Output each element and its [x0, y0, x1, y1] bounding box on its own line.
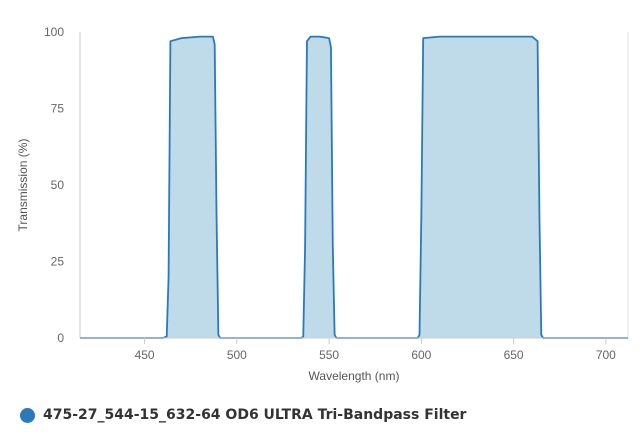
x-tick-label: 600 — [411, 348, 431, 362]
x-tick-label: 450 — [135, 348, 155, 362]
x-tick-label: 700 — [596, 348, 616, 362]
x-axis-title: Wavelength (nm) — [309, 369, 400, 383]
legend-marker — [20, 407, 35, 423]
series-layer — [80, 35, 628, 339]
y-tick-label: 50 — [51, 178, 65, 192]
y-tick-label: 0 — [57, 331, 64, 345]
plot-area — [79, 32, 629, 338]
axes: 450 500 550 600 650 700 0 25 50 75 100 — [44, 25, 628, 362]
x-tick-label: 550 — [319, 348, 339, 362]
y-axis-title: Transmission (%) — [16, 139, 30, 232]
x-tick-label: 650 — [504, 348, 524, 362]
legend[interactable]: 475-27_544-15_632-64 OD6 ULTRA Tri-Bandp… — [20, 404, 466, 426]
series-area-0 — [80, 36, 628, 339]
series-line-0 — [80, 35, 628, 339]
y-tick-label: 100 — [44, 25, 64, 39]
x-tick-label: 500 — [227, 348, 247, 362]
y-tick-label: 25 — [51, 255, 65, 269]
y-tick-label: 75 — [51, 102, 65, 116]
legend-label: 475-27_544-15_632-64 OD6 ULTRA Tri-Bandp… — [43, 407, 467, 423]
